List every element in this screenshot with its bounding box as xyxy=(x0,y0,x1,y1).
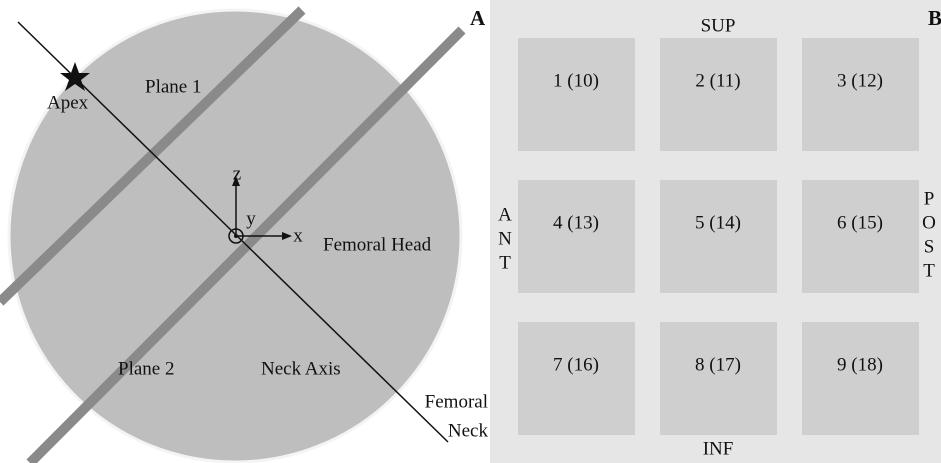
region-cell xyxy=(518,180,635,293)
femoral-head-label: Femoral Head xyxy=(323,234,432,255)
apex-star xyxy=(60,62,90,91)
neck-axis-label: Neck Axis xyxy=(261,358,341,379)
ant-letter: T xyxy=(499,252,511,273)
region-label: 5 (14) xyxy=(695,212,741,233)
ant-letter: N xyxy=(498,228,512,249)
plane-1-band xyxy=(0,6,306,306)
region-cell xyxy=(802,38,919,151)
region-cell xyxy=(660,38,777,151)
femoral-neck-label: Femoral xyxy=(425,391,488,412)
ant-letter: A xyxy=(498,204,512,225)
x-arrow xyxy=(282,232,292,240)
region-cell xyxy=(802,180,919,293)
region-label: 7 (16) xyxy=(553,354,599,375)
post-letter: P xyxy=(924,188,935,209)
region-label: 6 (15) xyxy=(837,212,883,233)
y-label: y xyxy=(246,208,256,229)
region-cell xyxy=(660,322,777,435)
apex-label: Apex xyxy=(47,92,89,113)
neck-axis-line xyxy=(17,21,449,443)
sup-label: SUP xyxy=(701,15,736,36)
region-label: 1 (10) xyxy=(553,70,599,91)
plane-2-band xyxy=(26,26,466,463)
femoral-neck-label: Neck xyxy=(448,420,489,441)
panel-b: SUP INF B 1 (10) 2 (11) 3 (12) 4 (13) 5 (14)… xyxy=(490,0,941,463)
post-letter: S xyxy=(924,236,935,257)
panel-letter: B xyxy=(928,6,941,30)
y-axis-circle xyxy=(228,228,244,244)
z-arrow xyxy=(232,176,240,186)
panel-letter: A xyxy=(470,6,486,30)
region-cell xyxy=(518,38,635,151)
y-axis-dot xyxy=(234,234,238,238)
post-letter: O xyxy=(922,212,936,233)
region-label: 4 (13) xyxy=(553,212,599,233)
panel-a: z y x Plane 1 Apex Femoral Head Plane 2 … xyxy=(0,6,488,463)
inf-label: INF xyxy=(703,438,734,459)
region-label: 3 (12) xyxy=(837,70,883,91)
region-cell xyxy=(660,180,777,293)
region-cell xyxy=(802,322,919,435)
region-label: 2 (11) xyxy=(695,70,740,91)
region-cell xyxy=(518,322,635,435)
plane-1-label: Plane 1 xyxy=(145,76,201,97)
post-letter: T xyxy=(923,260,935,281)
plane-2-label: Plane 2 xyxy=(118,358,174,379)
region-label: 9 (18) xyxy=(837,354,883,375)
x-label: x xyxy=(293,225,303,246)
region-label: 8 (17) xyxy=(695,354,741,375)
z-label: z xyxy=(233,163,241,184)
